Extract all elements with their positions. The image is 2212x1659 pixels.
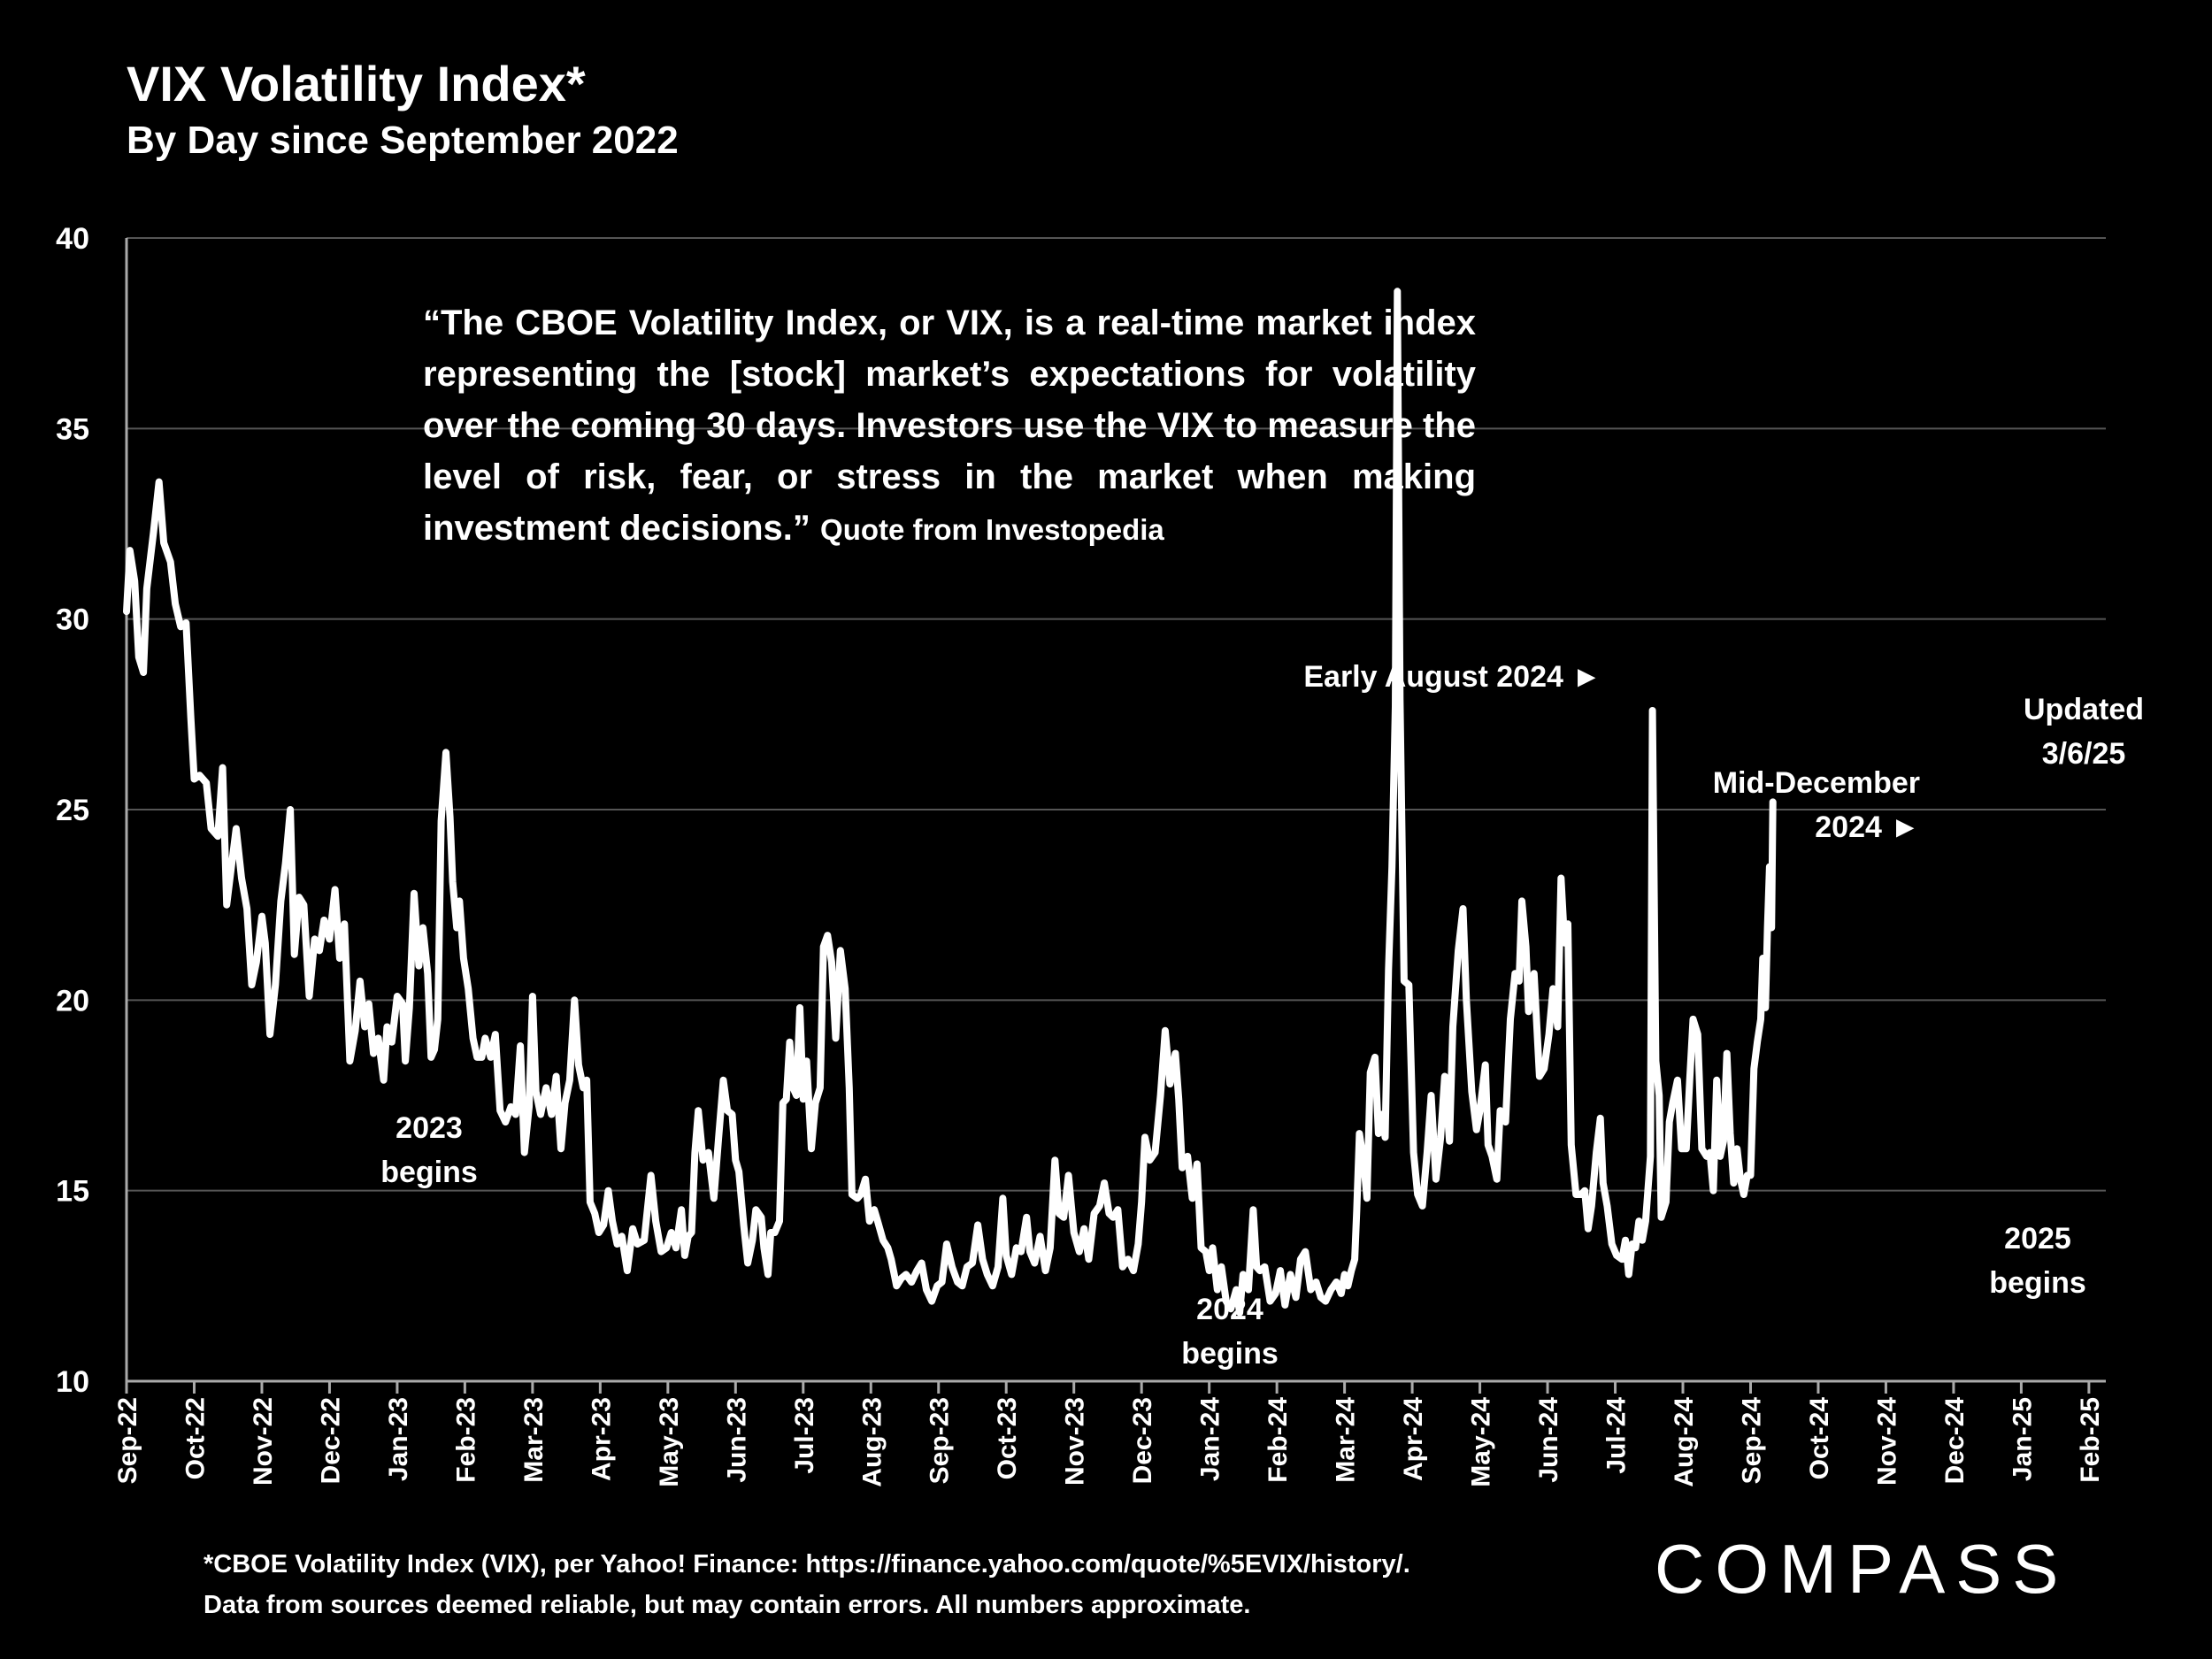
y-axis-ticks: 10 15 20 25 30 35 40 <box>56 222 89 1399</box>
footnote-line2: Data from sources deemed reliable, but m… <box>204 1591 1251 1619</box>
annotation-2025-year: 2025 <box>2004 1222 2071 1256</box>
x-tick-label: Jan-24 <box>1196 1397 1225 1481</box>
annotation-mid-december: Mid-December 2024 ► <box>1663 761 1920 849</box>
x-tick-label: Sep-24 <box>1737 1397 1766 1485</box>
x-tick-label: Feb-23 <box>451 1397 480 1483</box>
x-tick-label: Jan-25 <box>2008 1397 2037 1481</box>
x-tick-label: May-23 <box>655 1397 684 1487</box>
investopedia-quote: “The CBOE Volatility Index, or VIX, is a… <box>423 297 1476 556</box>
chart-title: VIX Volatility Index* <box>127 56 586 111</box>
x-tick-label: Jul-23 <box>790 1397 819 1474</box>
vix-series-line <box>123 288 1777 1317</box>
x-tick-label: Aug-24 <box>1670 1397 1699 1487</box>
annotation-2025-begins: 2025 begins <box>1980 1217 2095 1305</box>
x-tick-label: Nov-22 <box>249 1397 278 1486</box>
compass-logo: COMPASS <box>1655 1530 2070 1608</box>
x-tick-label: Jul-24 <box>1602 1397 1632 1474</box>
x-tick-label: Aug-23 <box>857 1397 887 1487</box>
y-tick-label: 40 <box>56 222 89 256</box>
x-tick-label: Nov-23 <box>1061 1397 1090 1486</box>
annotation-updated-line1: Updated <box>2024 693 2144 726</box>
annotation-2024-year: 2024 <box>1196 1293 1263 1326</box>
x-tick-label: Dec-23 <box>1128 1397 1157 1484</box>
x-tick-label: May-24 <box>1467 1397 1496 1487</box>
annotation-updated-line2: 3/6/25 <box>2041 737 2126 771</box>
annotation-updated: Updated 3/6/25 <box>2008 687 2159 776</box>
chart-subtitle: By Day since September 2022 <box>127 119 679 162</box>
annotation-2023-begins: 2023 begins <box>372 1106 487 1194</box>
x-tick-label: Jun-23 <box>722 1397 751 1483</box>
annotation-2023-year: 2023 <box>396 1111 463 1145</box>
x-tick-label: Oct-23 <box>993 1397 1022 1479</box>
annotation-mid-december-line2: 2024 ► <box>1815 810 1920 844</box>
x-tick-label: Oct-24 <box>1805 1397 1834 1480</box>
y-tick-label: 25 <box>56 794 89 827</box>
x-tick-label: Sep-22 <box>113 1397 142 1484</box>
quote-text: “The CBOE Volatility Index, or VIX, is a… <box>423 303 1476 548</box>
y-tick-label: 10 <box>56 1365 89 1399</box>
annotation-2025-text: begins <box>1989 1266 2086 1300</box>
y-tick-label: 30 <box>56 603 89 637</box>
x-tick-label: Feb-25 <box>2076 1397 2105 1483</box>
annotation-2024-begins: 2024 begins <box>1172 1287 1287 1376</box>
axes <box>125 238 2106 1383</box>
annotation-2023-text: begins <box>380 1156 478 1189</box>
x-tick-label: Mar-23 <box>519 1397 549 1483</box>
y-tick-label: 35 <box>56 412 89 446</box>
x-tick-label: Mar-24 <box>1332 1397 1361 1483</box>
x-tick-label: Apr-24 <box>1399 1397 1428 1481</box>
x-tick-label: Nov-24 <box>1872 1397 1901 1486</box>
annotation-mid-december-line1: Mid-December <box>1712 766 1920 800</box>
x-tick-label: Sep-23 <box>926 1397 955 1484</box>
x-tick-label: Oct-22 <box>180 1397 210 1479</box>
y-tick-label: 15 <box>56 1175 89 1209</box>
footnote-line1: *CBOE Volatility Index (VIX), per Yahoo!… <box>204 1550 1410 1578</box>
x-tick-label: Dec-24 <box>1940 1397 1970 1485</box>
x-axis-ticks: Sep-22 Oct-22 Nov-22 Dec-22 Jan-23 Feb-23 Mar-… <box>113 1381 2105 1487</box>
x-tick-label: Apr-23 <box>587 1397 616 1481</box>
x-tick-label: Dec-22 <box>316 1397 345 1484</box>
annotation-2024-text: begins <box>1181 1337 1279 1371</box>
y-tick-label: 20 <box>56 984 89 1018</box>
x-tick-label: Jan-23 <box>384 1397 413 1481</box>
x-tick-label: Jun-24 <box>1534 1397 1563 1483</box>
annotation-early-august: Early August 2024 ► <box>1274 655 1601 699</box>
annotation-early-august-text: Early August 2024 ► <box>1303 660 1601 694</box>
quote-source: Quote from Investopedia <box>820 513 1164 546</box>
x-tick-label: Feb-24 <box>1263 1397 1293 1483</box>
footnote: *CBOE Volatility Index (VIX), per Yahoo!… <box>204 1544 1410 1625</box>
